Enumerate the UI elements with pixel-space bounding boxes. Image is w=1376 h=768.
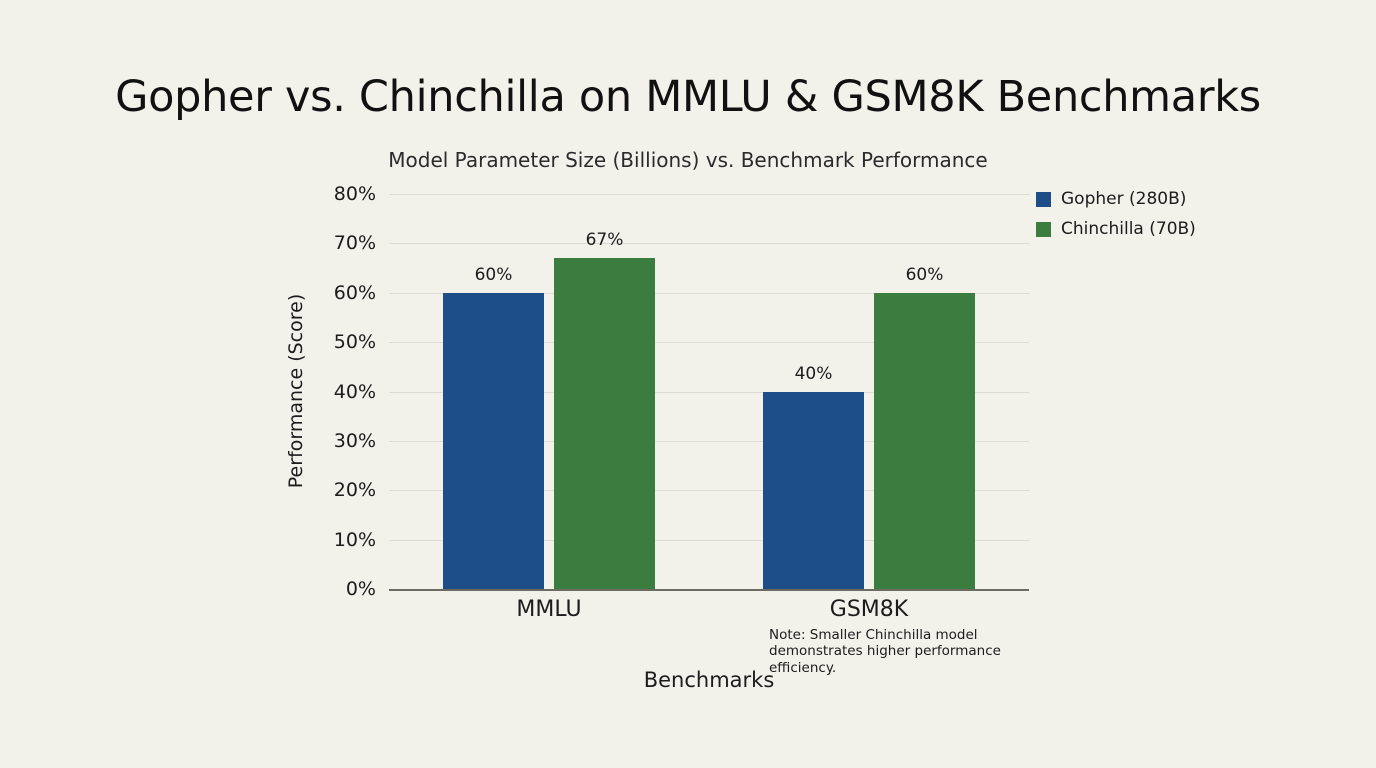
gridline [389,539,1029,541]
y-axis-tick-label: 70% [333,232,376,255]
x-axis-title: Benchmarks [643,668,775,692]
gridline [389,440,1029,442]
gridline [389,490,1029,492]
bar[interactable]: 40% [763,194,864,589]
y-axis-tick-label: 0% [345,578,376,600]
legend-item[interactable]: Gopher (280B) [1036,188,1196,210]
y-axis-tick-label: 20% [333,479,376,502]
bar-value-label: 67% [585,230,624,251]
chart-title: Gopher vs. Chinchilla on MMLU & GSM8K Be… [115,72,1261,122]
bar[interactable]: 60% [443,194,544,589]
y-axis-tick-label: 60% [333,281,376,304]
chart-subtitle: Model Parameter Size (Billions) vs. Benc… [388,148,988,172]
bar[interactable]: 67% [554,194,655,589]
x-axis-category-label: GSM8K [829,597,909,622]
gridline [389,292,1029,294]
y-axis-tick-label: 40% [333,380,376,403]
bar-rect[interactable] [874,292,975,589]
x-axis-category-label: MMLU [516,597,582,622]
x-axis-line [389,589,1029,591]
chart-note: Note: Smaller Chinchilla model demonstra… [769,627,1001,676]
y-axis-tick-label: 80% [333,183,376,205]
y-axis-tick-label: 10% [333,528,376,551]
bar-rect[interactable] [443,292,544,589]
legend-swatch-icon [1036,191,1051,207]
gridline [389,342,1029,344]
bar-rect[interactable] [763,391,864,589]
y-axis-tick-label: 30% [333,429,376,452]
y-axis-ticks: 80% 70% 60% 50% 40% 30% 20% 10% 0% [316,183,376,600]
y-axis-tick-label: 50% [333,331,376,354]
legend-label: Gopher (280B) [1061,189,1187,209]
bar-rect[interactable] [554,258,655,589]
gridline [389,391,1029,393]
chart-legend: Gopher (280B) Chinchilla (70B) [1036,188,1196,248]
bar-value-label: 40% [794,363,833,384]
plot-area: 60% 67% 40% 60% [389,194,1029,589]
gridline [389,243,1029,245]
legend-item[interactable]: Chinchilla (70B) [1036,218,1196,240]
y-axis-title: Performance (Score) [285,293,307,489]
gridline [389,194,1029,195]
legend-swatch-icon [1036,221,1051,237]
bar-value-label: 60% [474,264,513,285]
bar[interactable]: 60% [874,194,975,589]
legend-label: Chinchilla (70B) [1061,219,1196,239]
bar-value-label: 60% [905,264,944,285]
